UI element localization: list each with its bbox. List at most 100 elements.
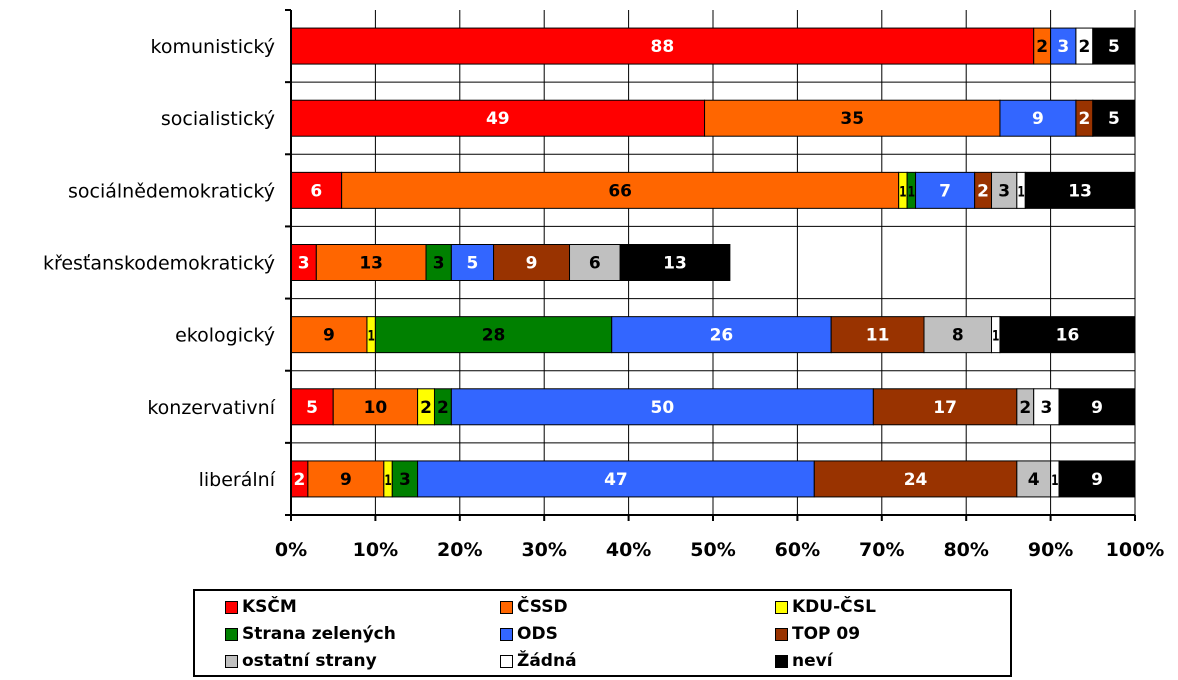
legend-swatch — [775, 654, 788, 668]
legend-item: neví — [775, 651, 833, 671]
legend: KSČM ČSSD KDU-ČSL Strana zelených ODS TOP 09 o… — [193, 589, 1012, 677]
bar-segment — [1058, 460, 1136, 498]
data-label: 17 — [933, 398, 957, 418]
data-label: 9 — [323, 326, 335, 346]
legend-swatch — [500, 627, 513, 641]
bars — [290, 27, 1136, 498]
data-label: 7 — [939, 181, 951, 201]
legend-item: ostatní strany — [225, 651, 377, 671]
data-label: 66 — [608, 181, 632, 201]
data-label: 3 — [433, 254, 445, 274]
x-tick-label: 70% — [859, 539, 904, 561]
bar-segment — [704, 99, 1001, 137]
legend-swatch — [225, 600, 238, 614]
bar-segment — [450, 388, 874, 426]
data-label: 2 — [437, 398, 449, 418]
bar-segment — [332, 388, 419, 426]
bar-segment — [611, 316, 832, 354]
bar-segment — [1092, 99, 1136, 137]
x-tick-label: 20% — [437, 539, 482, 561]
bar-segment — [830, 316, 925, 354]
data-label: 9 — [1032, 109, 1044, 129]
bar-segment — [315, 244, 427, 281]
legend-label: ostatní strany — [242, 651, 377, 671]
data-label: 5 — [1108, 37, 1120, 57]
bar-segment — [290, 171, 343, 209]
legend-item: Žádná — [500, 651, 577, 671]
data-label: 9 — [340, 470, 352, 490]
data-label: 5 — [1108, 109, 1120, 129]
x-tick-label: 90% — [1028, 539, 1073, 561]
category-label: socialistický — [161, 108, 275, 130]
legend-item: ODS — [500, 624, 558, 644]
bar-segment — [1024, 171, 1136, 209]
data-label: 1 — [908, 184, 915, 200]
legend-item: TOP 09 — [775, 624, 860, 644]
data-label: 3 — [1057, 37, 1069, 57]
data-label: 3 — [998, 181, 1010, 201]
data-label: 1 — [1051, 473, 1058, 489]
legend-label: Žádná — [517, 651, 577, 671]
bar-segment — [813, 460, 1018, 498]
bar-segment — [1058, 388, 1136, 426]
x-tick-label: 100% — [1106, 539, 1165, 561]
data-label: 2 — [1019, 398, 1031, 418]
legend-swatch — [225, 627, 238, 641]
bar-segment — [290, 244, 317, 281]
axes — [285, 9, 1136, 521]
x-tick-label: 80% — [943, 539, 988, 561]
legend-label: ODS — [517, 624, 558, 644]
legend-item: KSČM — [225, 597, 297, 617]
bar-segment — [999, 316, 1136, 354]
category-label: liberální — [199, 469, 276, 491]
data-label: 35 — [840, 109, 864, 129]
data-label: 4 — [1028, 470, 1040, 490]
data-label: 11 — [866, 326, 890, 346]
bar-segment — [619, 244, 731, 281]
legend-item: Strana zelených — [225, 624, 396, 644]
data-label: 2 — [420, 398, 432, 418]
bar-segment — [493, 244, 571, 281]
data-label: 5 — [306, 398, 318, 418]
data-label: 13 — [359, 254, 383, 274]
data-label: 9 — [526, 254, 538, 274]
data-label: 9 — [1091, 470, 1103, 490]
data-label: 1 — [992, 329, 999, 345]
data-label: 13 — [663, 254, 687, 274]
data-label: 1 — [899, 184, 906, 200]
data-label: 88 — [651, 37, 675, 57]
category-label: komunistický — [151, 36, 275, 58]
data-label: 2 — [1078, 109, 1090, 129]
bar-segment — [1050, 27, 1077, 65]
legend-label: neví — [792, 651, 833, 671]
legend-swatch — [775, 627, 788, 641]
legend-item: ČSSD — [500, 597, 568, 617]
bar-segment — [1092, 27, 1136, 65]
data-label: 47 — [604, 470, 628, 490]
legend-swatch — [500, 600, 513, 614]
data-label: 9 — [1091, 398, 1103, 418]
legend-item: KDU-ČSL — [775, 597, 876, 617]
data-label: 10 — [364, 398, 388, 418]
legend-swatch — [775, 600, 788, 614]
data-label: 3 — [399, 470, 411, 490]
legend-label: Strana zelených — [242, 624, 396, 644]
bar-segment — [391, 460, 419, 498]
bar-segment — [999, 99, 1077, 137]
bar-segment — [923, 316, 993, 354]
category-label: ekologický — [175, 325, 275, 347]
category-label: sociálnědemokratický — [68, 180, 275, 202]
data-label: 50 — [651, 398, 675, 418]
x-tick-label: 60% — [775, 539, 820, 561]
legend-swatch — [225, 654, 238, 668]
data-label: 2 — [294, 470, 306, 490]
category-label: konzervativní — [147, 397, 275, 419]
legend-label: TOP 09 — [792, 624, 861, 644]
data-label: 1 — [1017, 184, 1024, 200]
x-tick-label: 40% — [606, 539, 651, 561]
data-label: 13 — [1068, 181, 1092, 201]
category-label: křesťanskodemokratický — [43, 253, 275, 275]
x-tick-label: 30% — [521, 539, 566, 561]
bar-segment — [872, 388, 1018, 426]
